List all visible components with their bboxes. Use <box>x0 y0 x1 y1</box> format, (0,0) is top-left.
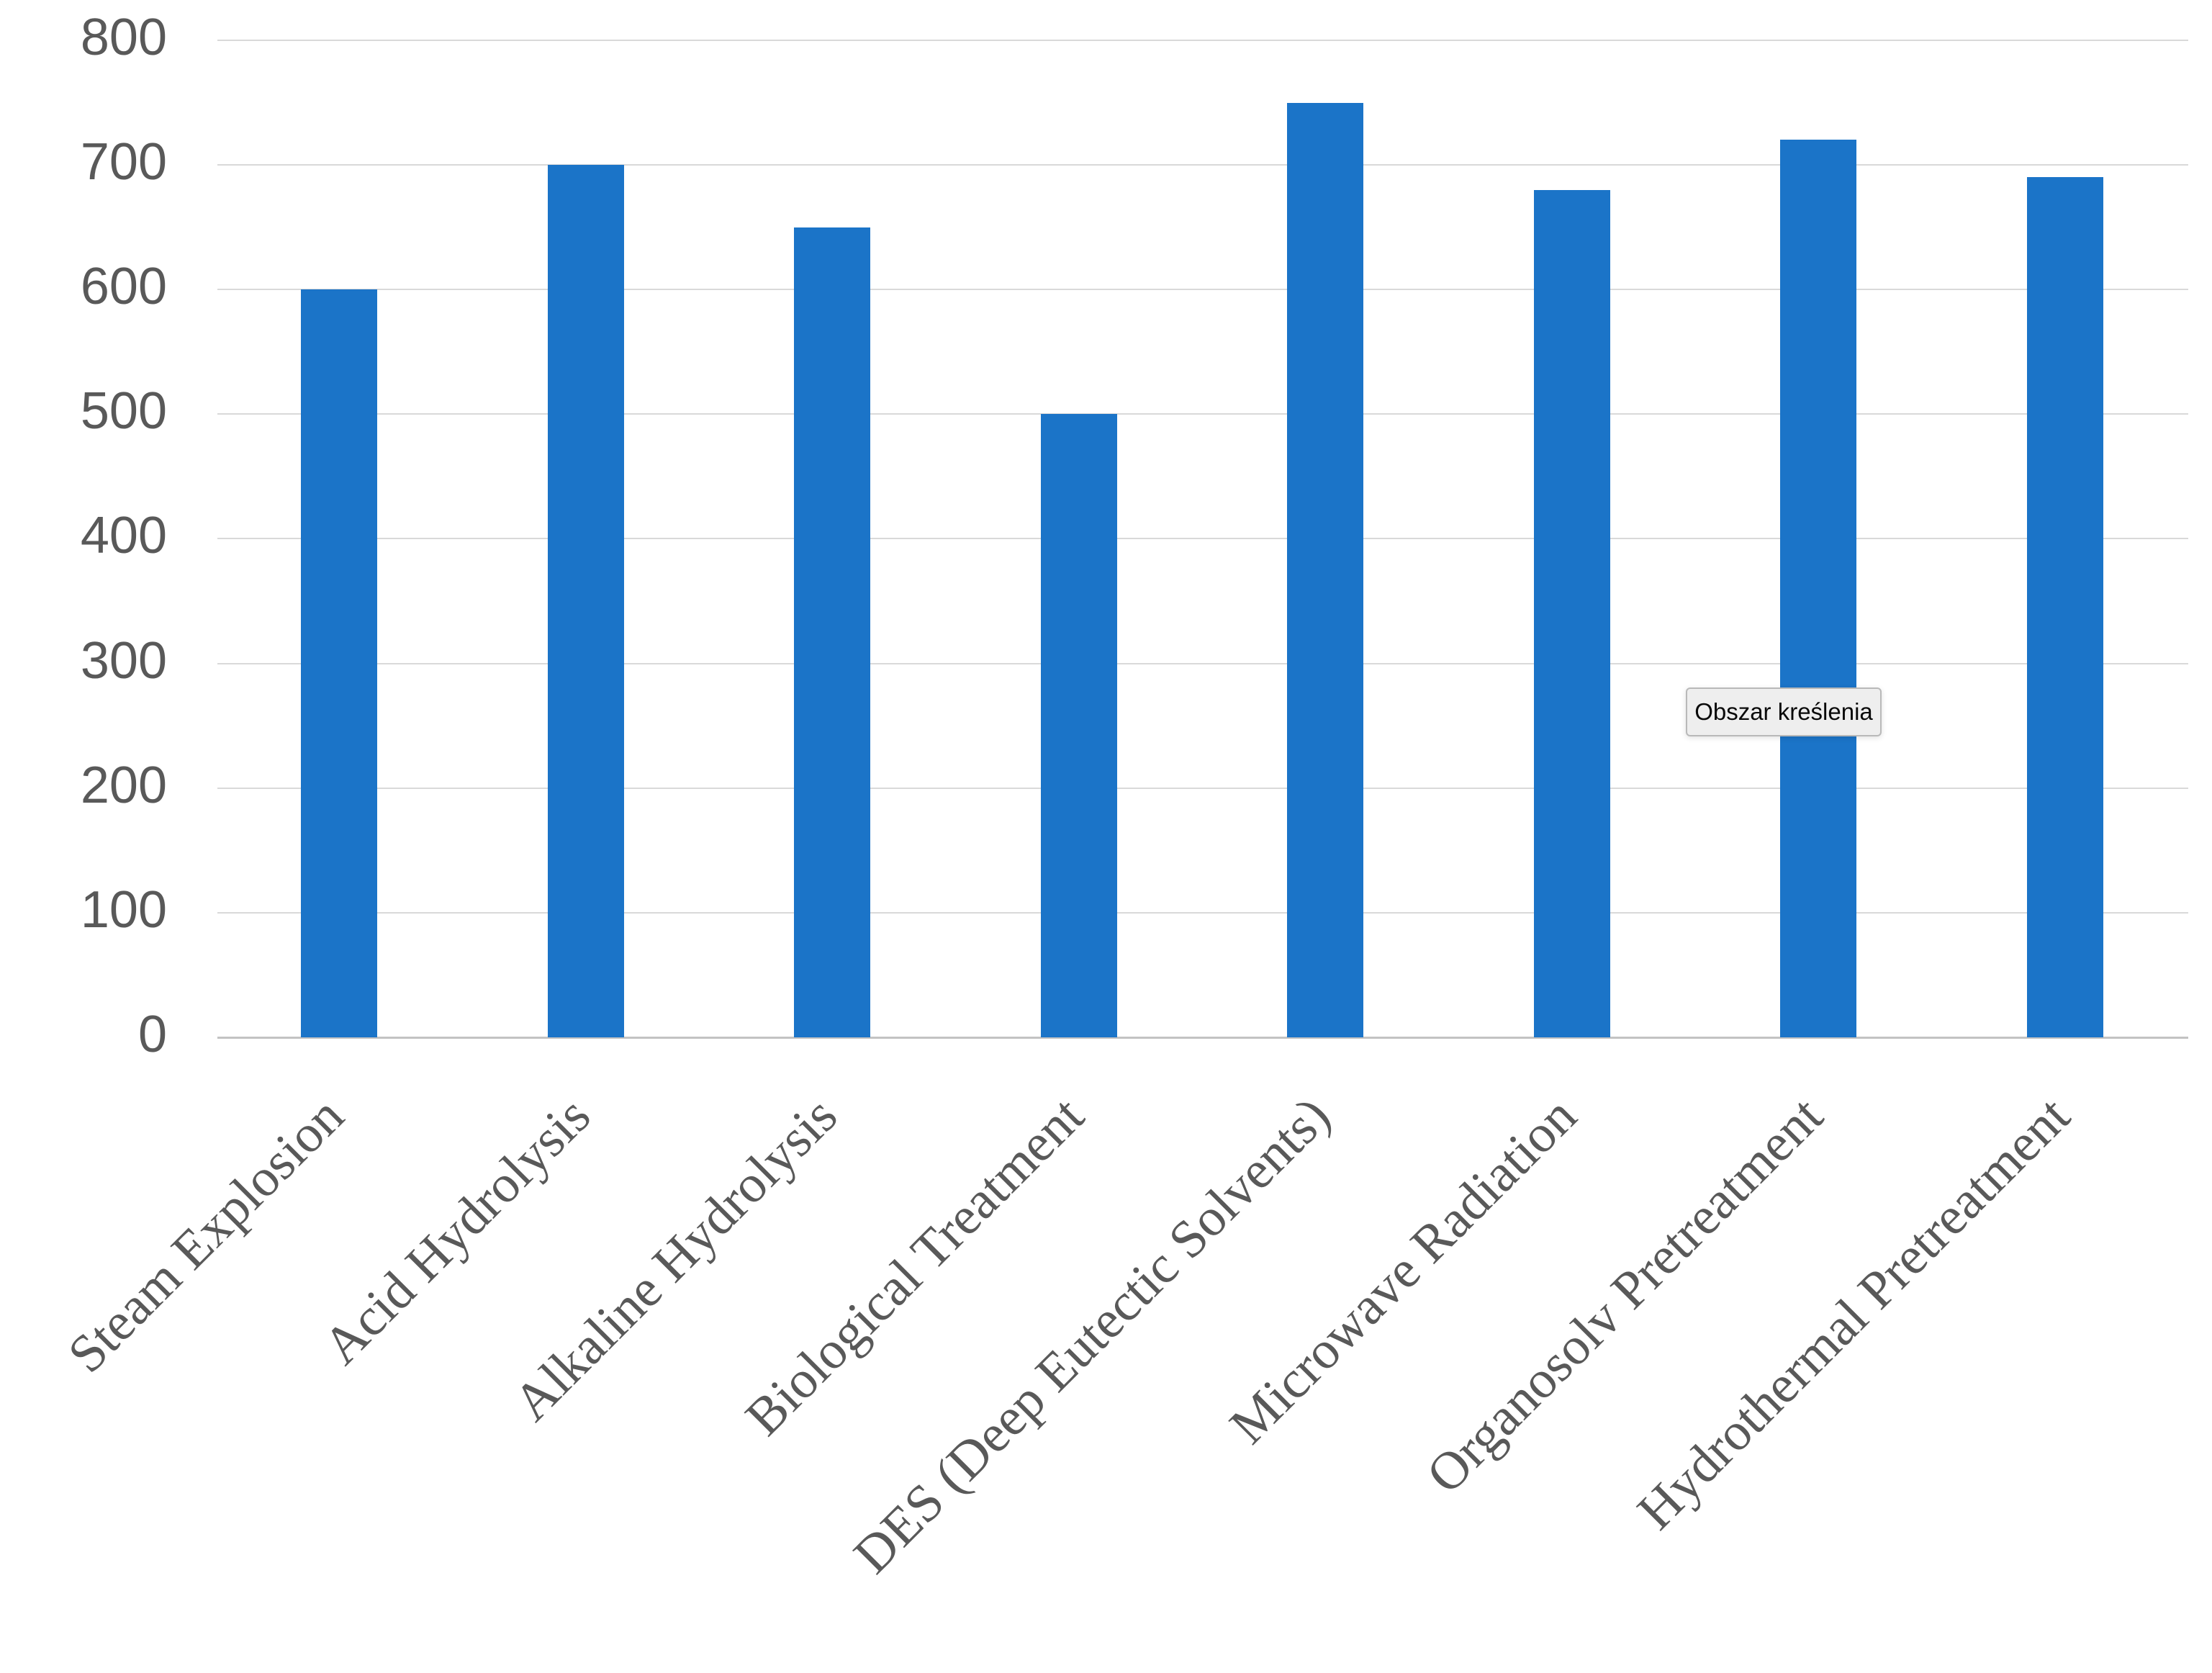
gridline-y-200 <box>217 787 2188 789</box>
x-axis-tick-label: Hydrothermal Pretreatment <box>1626 1086 2082 1541</box>
y-axis-tick-label: 500 <box>80 382 167 441</box>
bar-biological-treatment[interactable] <box>1040 414 1117 1037</box>
y-axis-tick-label: 700 <box>80 133 167 191</box>
bar-microwave-radiation[interactable] <box>1533 189 1610 1037</box>
gridline-y-700 <box>217 164 2188 166</box>
plot-area-tooltip: Obszar kreślenia <box>1686 687 1882 736</box>
x-axis-line <box>217 1037 2188 1039</box>
gridline-y-300 <box>217 662 2188 664</box>
bar-organosolv-pretreatment[interactable] <box>1780 140 1856 1037</box>
bar-acid-hydrolysis[interactable] <box>547 165 624 1037</box>
y-axis-tick-label: 200 <box>80 756 167 814</box>
gridline-y-800 <box>217 39 2188 41</box>
y-axis-tick-label: 600 <box>80 258 167 316</box>
bar-hydrothermal-pretreatment[interactable] <box>2026 177 2103 1037</box>
y-axis-tick-label: 800 <box>80 8 167 66</box>
x-axis-tick-label: Organosolv Pretreatment <box>1416 1086 1835 1505</box>
gridline-y-100 <box>217 911 2188 914</box>
gridline-y-400 <box>217 538 2188 540</box>
bar-des-deep-eutectic-solvents[interactable] <box>1287 102 1363 1037</box>
x-axis-tick-label: Steam Explosion <box>57 1086 356 1384</box>
y-axis-tick-label: 400 <box>80 507 167 565</box>
tooltip-label: Obszar kreślenia <box>1694 698 1873 725</box>
y-axis-tick-label: 100 <box>80 880 167 939</box>
bar-steam-explosion[interactable] <box>301 289 377 1037</box>
gridline-y-600 <box>217 289 2188 291</box>
gridline-y-500 <box>217 413 2188 415</box>
y-axis-tick-label: 300 <box>80 631 167 690</box>
bar-alkaline-hydrolysis[interactable] <box>794 227 870 1037</box>
y-axis-tick-label: 0 <box>137 1006 167 1063</box>
x-axis-tick-label: DES (Deep Eutectic Solvents) <box>842 1086 1342 1585</box>
